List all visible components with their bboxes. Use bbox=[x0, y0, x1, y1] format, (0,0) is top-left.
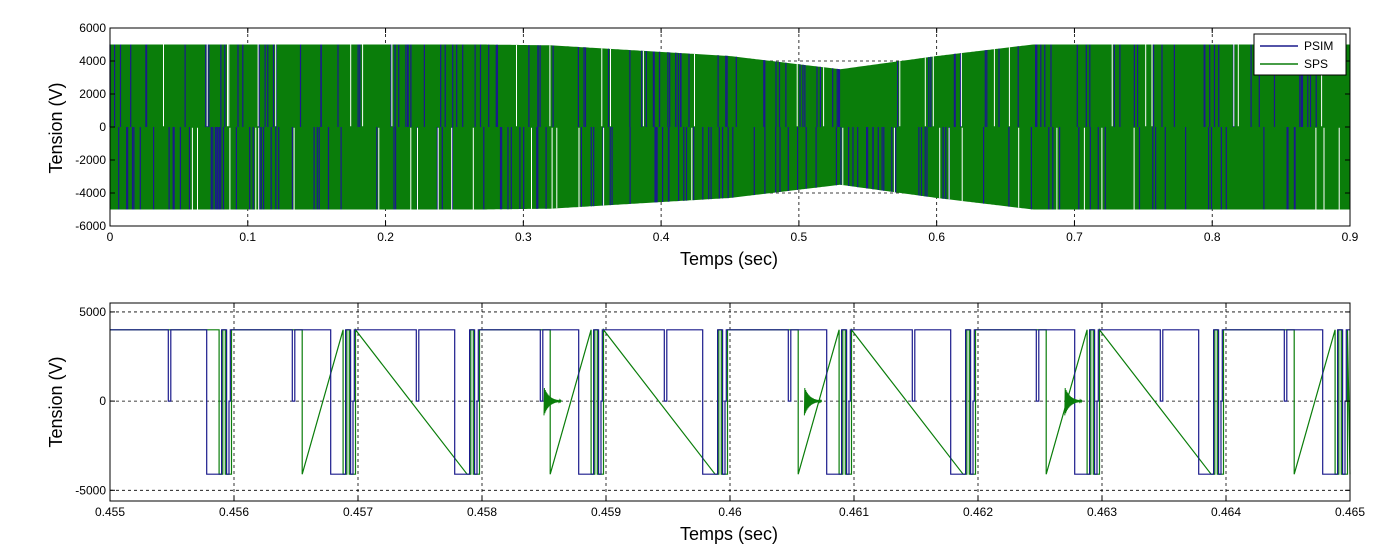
top-x-tick-label: 0.1 bbox=[239, 230, 256, 244]
bot-x-tick-label: 0.463 bbox=[1087, 505, 1117, 519]
legend-sps-label: SPS bbox=[1304, 57, 1328, 71]
bot-x-tick-label: 0.465 bbox=[1335, 505, 1365, 519]
bot-y-tick-label: 5000 bbox=[79, 305, 106, 319]
bot-x-tick-label: 0.464 bbox=[1211, 505, 1241, 519]
bottom-plot: 0.455 0.456 0.457 0.458 0.459 0.46 0.461 0.462 0… bbox=[46, 302, 1365, 544]
top-x-tick-label: 0.4 bbox=[653, 230, 670, 244]
bot-x-tick-label: 0.457 bbox=[343, 505, 373, 519]
top-sps-series bbox=[110, 44, 1350, 210]
top-y-axis-label: Tension (V) bbox=[46, 82, 66, 173]
top-y-ticks: -6000 -4000 -2000 0 2000 4000 6000 bbox=[75, 21, 1350, 233]
bottom-series bbox=[110, 328, 1351, 475]
top-psim-series bbox=[109, 44, 1317, 210]
bot-x-tick-label: 0.456 bbox=[219, 505, 249, 519]
top-x-tick-label: 0.3 bbox=[515, 230, 532, 244]
bot-y-tick-label: -5000 bbox=[75, 483, 106, 497]
top-y-tick-label: 2000 bbox=[79, 87, 106, 101]
top-y-tick-label: 0 bbox=[99, 120, 106, 134]
top-x-ticks: 0 0.1 0.2 0.3 0.4 0.5 0.6 0.7 0.8 0.9 bbox=[107, 28, 1359, 244]
bottom-x-ticks: 0.455 0.456 0.457 0.458 0.459 0.46 0.461 0.462 0… bbox=[95, 303, 1365, 519]
bot-x-tick-label: 0.458 bbox=[467, 505, 497, 519]
bottom-y-ticks: -5000 0 5000 bbox=[75, 305, 1350, 497]
legend-box bbox=[1253, 33, 1347, 76]
bot-y-tick-label: 0 bbox=[99, 394, 106, 408]
bot-x-tick-label: 0.461 bbox=[839, 505, 869, 519]
top-y-tick-label: -2000 bbox=[75, 153, 106, 167]
legend-psim-label: PSIM bbox=[1304, 39, 1333, 53]
top-x-tick-label: 0 bbox=[107, 230, 114, 244]
bottom-x-axis-label: Temps (sec) bbox=[680, 524, 778, 544]
top-x-tick-label: 0.9 bbox=[1342, 230, 1359, 244]
top-y-tick-label: -4000 bbox=[75, 186, 106, 200]
top-x-axis-label: Temps (sec) bbox=[680, 249, 778, 269]
top-x-tick-label: 0.6 bbox=[928, 230, 945, 244]
bottom-sps-ringing bbox=[1064, 387, 1083, 416]
top-switching-gaps bbox=[163, 44, 1340, 210]
top-plot: 0 0.1 0.2 0.3 0.4 0.5 0.6 0.7 0.8 0.9 -6000-4000-… bbox=[46, 21, 1359, 269]
bot-x-tick-label: 0.462 bbox=[963, 505, 993, 519]
top-y-tick-label: -6000 bbox=[75, 219, 106, 233]
top-x-tick-label: 0.2 bbox=[377, 230, 394, 244]
bot-x-tick-label: 0.455 bbox=[95, 505, 125, 519]
bot-x-tick-label: 0.459 bbox=[591, 505, 621, 519]
top-x-tick-label: 0.8 bbox=[1204, 230, 1221, 244]
bottom-psim-series bbox=[110, 329, 1350, 475]
top-y-tick-label: 4000 bbox=[79, 54, 106, 68]
top-x-tick-label: 0.7 bbox=[1066, 230, 1083, 244]
bottom-sps-ringing bbox=[543, 387, 562, 416]
bot-x-tick-label: 0.46 bbox=[718, 505, 742, 519]
top-x-tick-label: 0.5 bbox=[791, 230, 808, 244]
bottom-sps-ringing bbox=[803, 387, 823, 416]
bottom-y-axis-label: Tension (V) bbox=[46, 356, 66, 447]
top-y-tick-label: 6000 bbox=[79, 21, 106, 35]
top-series bbox=[109, 44, 1350, 210]
bottom-grid bbox=[110, 303, 1350, 501]
legend: PSIM SPS bbox=[1253, 33, 1347, 76]
